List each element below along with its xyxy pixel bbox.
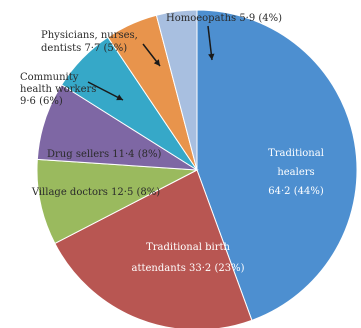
arrow-homoeopaths [207, 25, 215, 61]
label-community-health-workers: Community health workers 9·6 (6%) [20, 72, 96, 107]
label-homoeopaths: Homoeopaths 5·9 (4%) [166, 13, 282, 24]
slice-traditional-healers [196, 9, 358, 321]
label-physicians-nurses-dentists: Physicians, nurses, dentists 7·7 (5%) [41, 30, 138, 54]
slice-labels: Traditional healers 64·2 (44%) Traditional … [20, 13, 324, 274]
slice-village-doctors [36, 158, 199, 245]
label-traditional-healers: Traditional healers 64·2 (44%) [268, 148, 324, 197]
arrow-community-health-workers [87, 81, 124, 101]
label-traditional-birth-attendants: Traditional birth attendants 33·2 (23%) [132, 242, 245, 274]
pie-slices [36, 9, 358, 328]
slice-traditional-birth-attendants [54, 169, 253, 328]
arrow-physicians-nurses-dentists [142, 43, 161, 67]
leader-arrows [87, 25, 215, 101]
slice-homoeopaths [155, 9, 198, 171]
label-village-doctors: Village doctors 12·5 (8%) [31, 187, 160, 198]
label-drug-sellers: Drug sellers 11·4 (8%) [47, 149, 161, 160]
